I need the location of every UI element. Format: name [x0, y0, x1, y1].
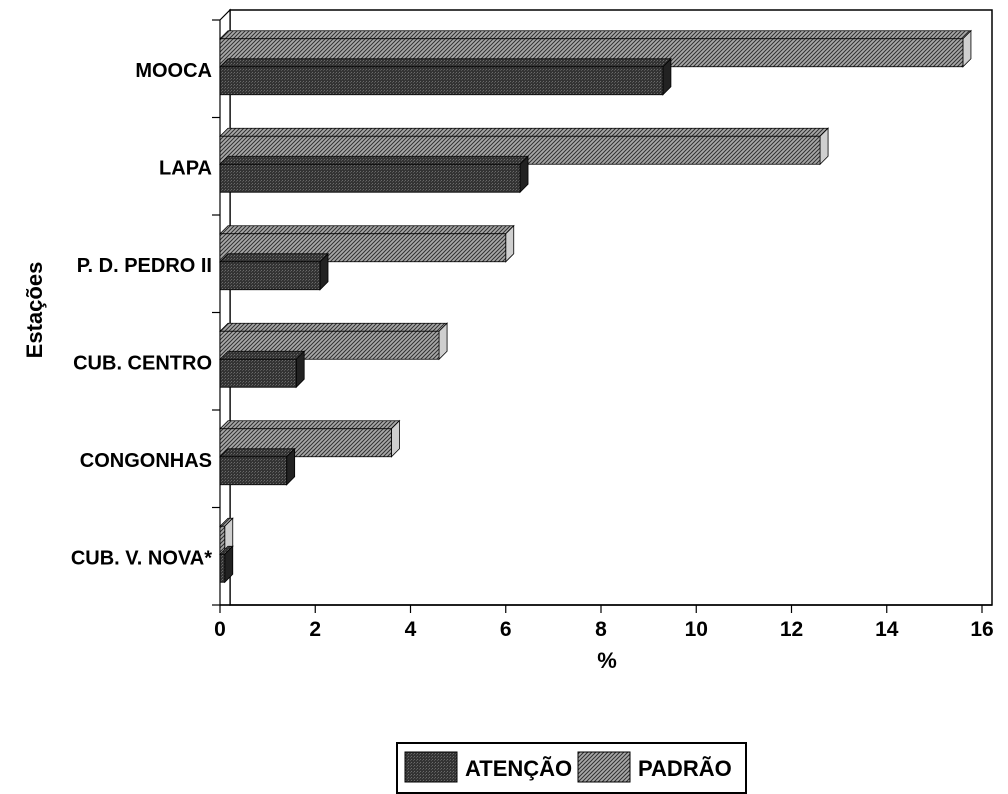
x-tick-label: 2 — [309, 618, 321, 641]
x-axis-title: % — [597, 648, 617, 673]
bar-attention — [219, 358, 297, 388]
y-axis-title: Estações — [22, 262, 47, 359]
x-tick-label: 16 — [970, 618, 993, 641]
y-axis-ticks — [212, 19, 220, 606]
category-label: LAPA — [159, 157, 212, 179]
category-label: CUB. V. NOVA* — [71, 547, 212, 569]
bar-standard-top — [219, 30, 972, 40]
bar-attention-top — [219, 253, 329, 263]
x-tick-label: 12 — [780, 618, 803, 641]
legend: ATENÇÃO PADRÃO — [396, 742, 747, 794]
x-tick-label: 10 — [685, 618, 708, 641]
bar-attention — [219, 456, 288, 486]
x-tick-label: 6 — [500, 618, 512, 641]
bar-standard-top — [219, 225, 515, 235]
category-label: CUB. CENTRO — [73, 352, 212, 374]
bar-attention — [219, 66, 664, 96]
bar-attention-top — [219, 350, 306, 360]
plot-frame — [219, 8, 993, 606]
bar-attention-top — [219, 58, 672, 68]
bars — [219, 29, 972, 584]
legend-item-attention: ATENÇÃO — [404, 751, 572, 783]
legend-item-standard: PADRÃO — [577, 751, 732, 783]
x-axis-ticks: 0 2 4 6 8 10 12 14 16 — [214, 605, 994, 641]
bar-standard-top — [219, 420, 401, 430]
legend-label-standard: PADRÃO — [638, 756, 732, 781]
legend-swatch-attention — [404, 751, 458, 783]
category-label: CONGONHAS — [80, 450, 212, 472]
bar-standard-top — [219, 322, 449, 332]
legend-label-attention: ATENÇÃO — [465, 756, 572, 781]
bar-attention — [219, 261, 321, 291]
bar-standard-top — [219, 127, 830, 137]
category-label: P. D. PEDRO II — [77, 255, 212, 277]
bar-attention — [219, 163, 521, 193]
bar-attention-top — [219, 448, 296, 458]
x-tick-label: 4 — [405, 618, 417, 641]
category-label: MOOCA — [135, 60, 212, 82]
bar-attention-top — [219, 155, 530, 165]
x-tick-label: 0 — [214, 618, 226, 641]
bar-attention — [219, 553, 226, 583]
x-tick-label: 8 — [595, 618, 607, 641]
x-tick-label: 14 — [875, 618, 899, 641]
legend-swatch-standard — [577, 751, 631, 783]
category-labels: MOOCA LAPA P. D. PEDRO II CUB. CENTRO CONGON… — [71, 60, 212, 570]
